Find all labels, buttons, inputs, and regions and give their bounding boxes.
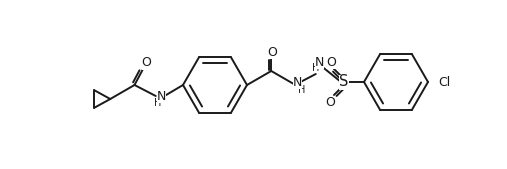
Text: Cl: Cl: [438, 76, 450, 89]
Text: O: O: [267, 45, 277, 58]
Text: N: N: [293, 76, 302, 89]
Text: H: H: [312, 63, 319, 73]
Text: H: H: [154, 98, 161, 108]
Text: S: S: [339, 75, 349, 90]
Text: H: H: [298, 85, 305, 95]
Text: O: O: [325, 95, 335, 108]
Text: O: O: [141, 56, 152, 69]
Text: N: N: [315, 55, 324, 68]
Text: O: O: [326, 55, 336, 68]
Text: N: N: [157, 90, 166, 103]
